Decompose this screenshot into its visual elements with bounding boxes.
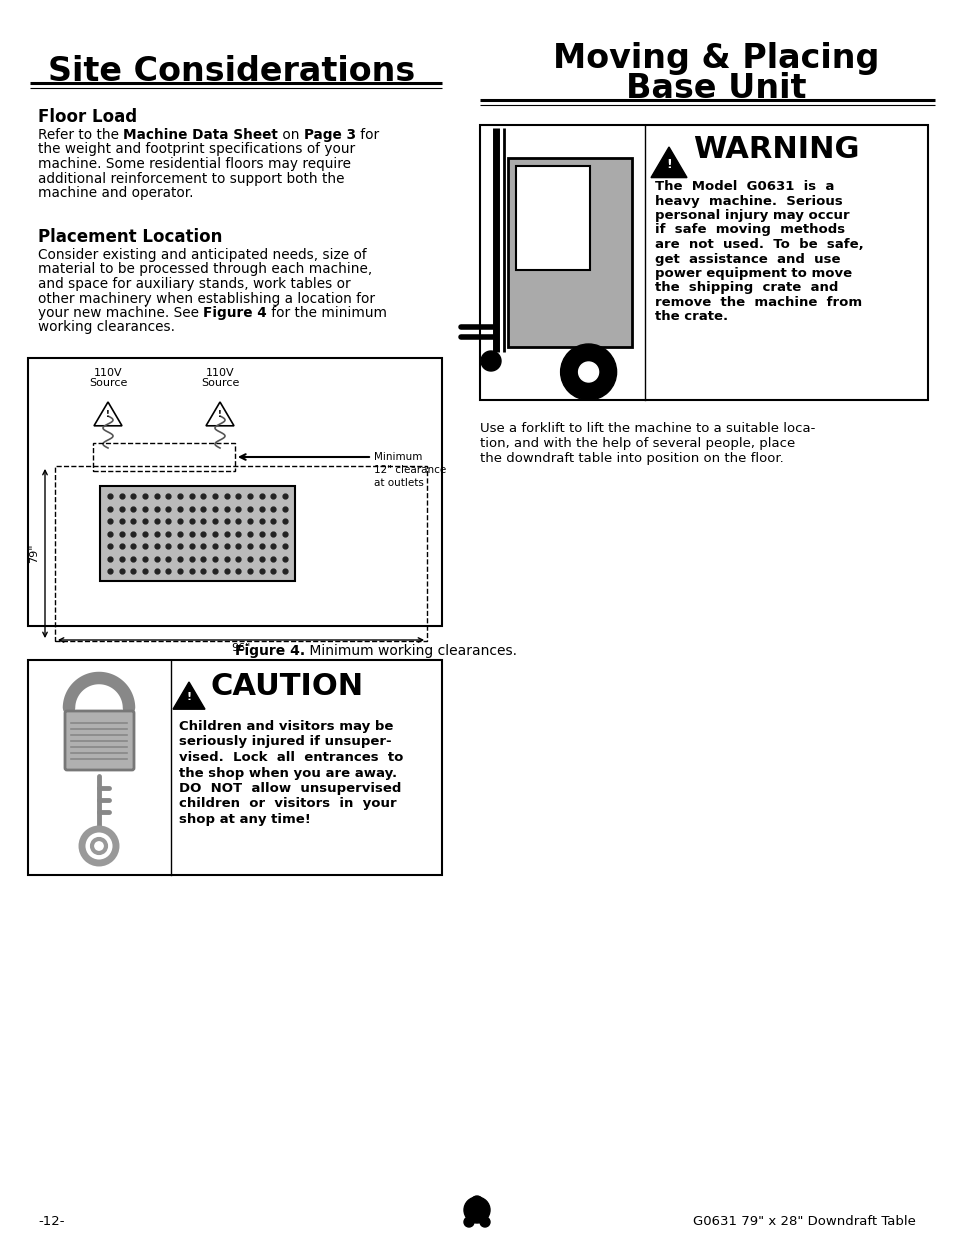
Text: shop at any time!: shop at any time!: [179, 813, 311, 826]
Text: The  Model  G0631  is  a: The Model G0631 is a: [655, 180, 834, 193]
Bar: [55, 466, 427, 641]
Circle shape: [463, 1216, 474, 1228]
Text: personal injury may occur: personal injury may occur: [655, 209, 849, 222]
Text: your new machine. See: your new machine. See: [38, 306, 203, 320]
Text: machine. Some residential floors may require: machine. Some residential floors may req…: [38, 157, 351, 170]
Text: vised.  Lock  all  entrances  to: vised. Lock all entrances to: [179, 751, 403, 764]
Polygon shape: [206, 403, 233, 426]
Polygon shape: [172, 682, 205, 709]
Text: get  assistance  and  use: get assistance and use: [655, 252, 840, 266]
Text: Use a forklift to lift the machine to a suitable loca-: Use a forklift to lift the machine to a …: [479, 422, 815, 435]
Text: the weight and footprint specifications of your: the weight and footprint specifications …: [38, 142, 355, 157]
Text: !: !: [186, 692, 192, 703]
Text: Refer to the: Refer to the: [38, 128, 123, 142]
Circle shape: [578, 362, 598, 382]
Circle shape: [480, 351, 500, 370]
Text: remove  the  machine  from: remove the machine from: [655, 296, 862, 309]
Text: Figure 4: Figure 4: [203, 306, 267, 320]
Text: 110V: 110V: [206, 368, 234, 378]
Text: children  or  visitors  in  your: children or visitors in your: [179, 798, 396, 810]
Circle shape: [479, 1216, 490, 1228]
Bar: [507, 158, 631, 347]
Text: the  shipping  crate  and: the shipping crate and: [655, 282, 838, 294]
Text: 110V: 110V: [93, 368, 122, 378]
Text: material to be processed through each machine,: material to be processed through each ma…: [38, 263, 372, 277]
Text: the crate.: the crate.: [655, 310, 727, 324]
Text: and space for auxiliary stands, work tables or: and space for auxiliary stands, work tab…: [38, 277, 351, 291]
Bar: [92, 443, 234, 471]
Text: Placement Location: Placement Location: [38, 228, 222, 246]
Text: at outlets: at outlets: [374, 478, 423, 488]
Text: Source: Source: [200, 378, 239, 388]
Text: Page 3: Page 3: [304, 128, 355, 142]
Polygon shape: [94, 403, 122, 426]
Text: !: !: [218, 410, 222, 419]
Text: Minimum working clearances.: Minimum working clearances.: [305, 643, 517, 658]
Bar: [28, 659, 441, 876]
Text: Floor Load: Floor Load: [38, 107, 137, 126]
Text: if  safe  moving  methods: if safe moving methods: [655, 224, 844, 236]
Text: the shop when you are away.: the shop when you are away.: [179, 767, 396, 779]
Text: Consider existing and anticipated needs, size of: Consider existing and anticipated needs,…: [38, 248, 366, 262]
Text: 12" clearance: 12" clearance: [374, 466, 446, 475]
Bar: [100, 487, 294, 580]
Text: the downdraft table into position on the floor.: the downdraft table into position on the…: [479, 452, 783, 466]
Text: !: !: [665, 158, 671, 170]
Text: CAUTION: CAUTION: [211, 672, 364, 701]
Text: on: on: [278, 128, 304, 142]
Text: for: for: [355, 128, 379, 142]
Text: other machinery when establishing a location for: other machinery when establishing a loca…: [38, 291, 375, 305]
Text: heavy  machine.  Serious: heavy machine. Serious: [655, 194, 841, 207]
Text: G0631 79" x 28" Downdraft Table: G0631 79" x 28" Downdraft Table: [693, 1215, 915, 1228]
Text: DO  NOT  allow  unsupervised: DO NOT allow unsupervised: [179, 782, 401, 795]
Text: Site Considerations: Site Considerations: [49, 56, 416, 88]
Text: additional reinforcement to support both the: additional reinforcement to support both…: [38, 172, 344, 185]
Text: !: !: [106, 410, 110, 419]
Text: working clearances.: working clearances.: [38, 321, 174, 335]
Text: 96": 96": [231, 643, 251, 653]
Text: Moving & Placing: Moving & Placing: [552, 42, 879, 75]
Text: Machine Data Sheet: Machine Data Sheet: [123, 128, 278, 142]
Text: Figure 4.: Figure 4.: [234, 643, 305, 658]
Text: machine and operator.: machine and operator.: [38, 186, 193, 200]
Text: Source: Source: [89, 378, 127, 388]
Circle shape: [471, 1195, 482, 1208]
Bar: [28, 358, 441, 626]
Bar: [516, 165, 590, 270]
Text: power equipment to move: power equipment to move: [655, 267, 851, 280]
Text: Children and visitors may be: Children and visitors may be: [179, 720, 393, 734]
Text: -12-: -12-: [38, 1215, 65, 1228]
Text: seriously injured if unsuper-: seriously injured if unsuper-: [179, 736, 392, 748]
Polygon shape: [650, 147, 686, 178]
Bar: [479, 125, 927, 400]
FancyBboxPatch shape: [65, 711, 133, 769]
Text: Base Unit: Base Unit: [625, 72, 805, 105]
Text: are  not  used.  To  be  safe,: are not used. To be safe,: [655, 238, 862, 251]
Text: tion, and with the help of several people, place: tion, and with the help of several peopl…: [479, 437, 795, 450]
Text: 79": 79": [29, 543, 39, 563]
Text: WARNING: WARNING: [692, 135, 859, 164]
Circle shape: [463, 1197, 490, 1223]
Circle shape: [560, 345, 616, 400]
Text: for the minimum: for the minimum: [267, 306, 387, 320]
Text: Minimum: Minimum: [374, 452, 422, 462]
